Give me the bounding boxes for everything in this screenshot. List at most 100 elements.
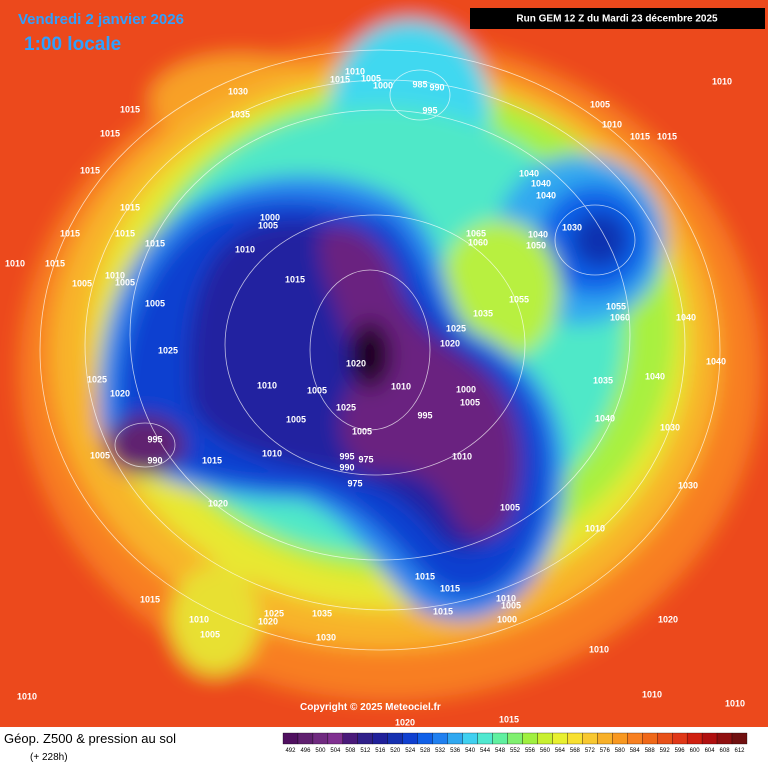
colorbar-swatch [432, 732, 448, 745]
isobar-label: 1010 [585, 523, 605, 533]
isobar-label: 1020 [658, 614, 678, 624]
isobar-label: 1035 [312, 608, 332, 618]
isobar-label: 1010 [262, 448, 282, 458]
isobar-label: 1005 [90, 450, 110, 460]
colorbar-swatch [372, 732, 388, 745]
colorbar-label: 560 [540, 748, 551, 754]
colorbar-swatch [507, 732, 523, 745]
isobar-label: 1010 [17, 691, 37, 701]
colorbar-label: 568 [570, 748, 581, 754]
isobar-label: 1005 [145, 298, 165, 308]
colorbar-swatch [522, 732, 538, 745]
colorbar-swatch [552, 732, 568, 745]
isobar-label: 1020 [110, 388, 130, 398]
isobar-label: 1020 [258, 616, 278, 626]
isobar-label: 1005 [286, 414, 306, 424]
valid-date: Vendredi 2 janvier 2026 [18, 11, 184, 28]
colorbar-swatch [731, 732, 748, 745]
colorbar-label: 552 [510, 748, 521, 754]
isobar-label: 995 [417, 410, 432, 420]
colorbar-label: 528 [420, 748, 431, 754]
colorbar-label: 564 [555, 748, 566, 754]
isobar-label: 1015 [60, 228, 80, 238]
colorbar-swatch [642, 732, 658, 745]
isobar-label: 1040 [528, 229, 548, 239]
isobar-label: 1010 [589, 644, 609, 654]
colorbar-label: 600 [690, 748, 701, 754]
isobar-label: 1005 [307, 385, 327, 395]
colorbar-label: 540 [465, 748, 476, 754]
isobar-label: 1025 [158, 345, 178, 355]
colorbar-swatch [357, 732, 373, 745]
isobar-label: 1010 [391, 381, 411, 391]
isobar-label: 1015 [202, 455, 222, 465]
isobar-label: 1015 [80, 165, 100, 175]
colorbar-swatch [686, 732, 703, 745]
isobar-label: 1010 [345, 66, 365, 76]
isobar-label: 1015 [433, 606, 453, 616]
isolines [39, 49, 721, 651]
run-info: Run GEM 12 Z du Mardi 23 décembre 2025 [516, 14, 718, 25]
isobar-label: 1010 [496, 593, 516, 603]
colorbar-label: 532 [435, 748, 446, 754]
colorbar-label: 608 [720, 748, 731, 754]
isobar-label: 1005 [352, 426, 372, 436]
isobar-label: 1005 [590, 99, 610, 109]
isobar-label: 1030 [562, 222, 582, 232]
colorbar-swatch [327, 732, 344, 745]
colorbar-swatch [462, 732, 478, 745]
run-box [470, 8, 765, 29]
colorbar-swatch [282, 732, 299, 745]
isobar-label: 1010 [235, 244, 255, 254]
isobar-label: 975 [358, 454, 373, 464]
isobar-label: 1015 [285, 274, 305, 284]
isobar-label: 1065 [466, 228, 486, 238]
isobar-label: 1020 [346, 358, 366, 368]
isobar-label: 1030 [678, 480, 698, 490]
isobar-label: 1025 [446, 323, 466, 333]
isobar-label: 1015 [630, 131, 650, 141]
isobar-label: 1020 [208, 498, 228, 508]
isobar-label: 1015 [440, 583, 460, 593]
isobar-label: 1010 [642, 689, 662, 699]
colorbar-label: 504 [330, 748, 341, 754]
copyright: Copyright © 2025 Meteociel.fr [300, 702, 441, 713]
isobar-label: 1025 [264, 608, 284, 618]
colorbar-label: 508 [345, 748, 356, 754]
colorbar-label: 500 [315, 748, 326, 754]
isobar-label: 1010 [257, 380, 277, 390]
isobar-label: 1005 [200, 629, 220, 639]
colorbar-swatch [312, 732, 329, 745]
isobar-label: 1030 [228, 86, 248, 96]
isobar-label: 1015 [115, 228, 135, 238]
colorbar-swatch [477, 732, 493, 745]
isobar-label: 1000 [497, 614, 517, 624]
isobar-label: 1015 [499, 714, 519, 724]
isobar-label: 1040 [706, 356, 726, 366]
colorbar-swatch [417, 732, 433, 745]
isobar-label: 1010 [105, 270, 125, 280]
colorbar-label: 492 [285, 748, 296, 754]
isobar-label: 1040 [645, 371, 665, 381]
isobar-label: 1000 [260, 212, 280, 222]
isobar-label: 1040 [676, 312, 696, 322]
isobar-label: 1035 [230, 109, 250, 119]
colorbar-swatch [537, 732, 553, 745]
isobar-label: 1015 [330, 74, 350, 84]
isobar-label: 1005 [500, 502, 520, 512]
isobar-label: 985 [412, 79, 427, 89]
isobar-label: 995 [422, 105, 437, 115]
colorbar-swatch [701, 732, 718, 745]
colorbar-swatch [582, 732, 598, 745]
colorbar-label: 592 [660, 748, 671, 754]
isobar-label: 1010 [602, 119, 622, 129]
product: Géop. Z500 & pression au sol [4, 731, 176, 746]
colorbar-label: 604 [705, 748, 716, 754]
local-time: 1:00 locale [24, 34, 121, 55]
isobar-label: 1010 [189, 614, 209, 624]
colorbar-label: 572 [585, 748, 596, 754]
isobar-label: 1035 [473, 308, 493, 318]
colorbar-swatch [567, 732, 583, 745]
